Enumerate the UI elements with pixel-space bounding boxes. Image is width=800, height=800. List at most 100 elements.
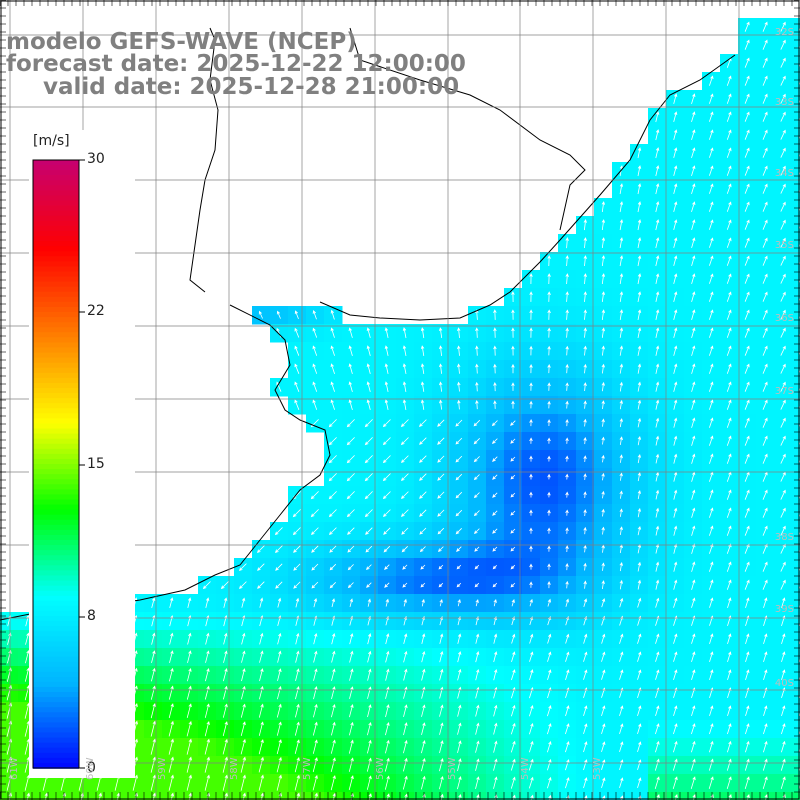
wind-arrow xyxy=(744,309,750,320)
wind-arrow xyxy=(511,400,515,409)
wind-arrow xyxy=(619,508,623,517)
wind-arrow xyxy=(331,598,336,608)
wind-arrow xyxy=(691,723,696,735)
wind-arrow xyxy=(547,581,551,589)
wind-arrow xyxy=(277,650,282,663)
wind-arrow xyxy=(744,165,750,176)
wind-arrow xyxy=(328,473,337,482)
wind-arrow xyxy=(547,364,551,374)
wind-arrow xyxy=(510,474,516,480)
wind-arrow xyxy=(637,579,642,590)
wind-cell xyxy=(792,738,800,757)
wind-arrow xyxy=(365,545,373,553)
lat-label-32s: 32S xyxy=(774,27,794,38)
wind-cell xyxy=(792,756,800,775)
wind-arrow xyxy=(583,669,588,680)
colorbar-segment xyxy=(33,251,79,258)
wind-arrow xyxy=(673,579,678,590)
wind-arrow xyxy=(384,564,390,570)
wind-arrow xyxy=(402,327,407,339)
wind-arrow xyxy=(456,546,462,552)
wind-arrow xyxy=(565,455,569,462)
wind-arrow xyxy=(366,381,371,393)
wind-arrow xyxy=(364,419,373,428)
wind-arrow xyxy=(314,792,318,800)
wind-arrow xyxy=(655,129,660,141)
wind-arrow xyxy=(619,490,623,499)
wind-arrow xyxy=(348,345,353,357)
wind-arrow xyxy=(673,489,678,500)
colorbar-segment xyxy=(33,524,79,531)
wind-arrow xyxy=(655,399,660,410)
wind-arrow xyxy=(727,705,732,717)
wind-arrow xyxy=(420,363,425,374)
wind-arrow xyxy=(510,758,516,771)
wind-arrow xyxy=(601,598,606,608)
wind-arrow xyxy=(440,793,444,800)
wind-arrow xyxy=(655,561,660,572)
wind-arrow xyxy=(655,507,660,518)
lat-label-33s: 33S xyxy=(774,97,794,108)
wind-arrow xyxy=(241,632,246,645)
wind-arrow xyxy=(457,327,461,338)
colorbar-segment xyxy=(33,322,79,328)
wind-arrow xyxy=(274,545,283,554)
wind-arrow xyxy=(691,651,696,663)
wind-arrow xyxy=(222,774,228,791)
wind-arrow xyxy=(655,453,660,464)
colorbar-segment xyxy=(33,519,79,526)
wind-arrow xyxy=(637,399,642,410)
wind-cell xyxy=(792,324,800,343)
wind-arrow xyxy=(259,685,264,700)
wind-arrow xyxy=(709,705,714,717)
wind-arrow xyxy=(529,327,533,338)
wind-arrow xyxy=(547,419,551,427)
wind-cell xyxy=(792,684,800,703)
wind-arrow xyxy=(277,668,282,681)
wind-arrow xyxy=(277,597,282,608)
wind-arrow xyxy=(330,775,336,791)
wind-arrow xyxy=(275,581,283,589)
wind-arrow xyxy=(691,543,696,554)
wind-arrow xyxy=(781,597,786,609)
wind-arrow xyxy=(294,739,300,755)
wind-arrow xyxy=(709,93,714,104)
wind-arrow xyxy=(312,309,317,320)
wind-arrow xyxy=(311,563,319,571)
wind-cell xyxy=(792,702,800,721)
wind-arrow xyxy=(475,345,479,356)
colorbar-segment xyxy=(33,762,79,769)
wind-arrow xyxy=(348,739,354,754)
wind-arrow xyxy=(744,561,750,572)
wind-arrow xyxy=(619,363,624,374)
wind-arrow xyxy=(655,723,660,735)
wind-arrow xyxy=(673,381,678,392)
wind-arrow xyxy=(186,720,192,737)
wind-arrow xyxy=(328,455,337,464)
wind-arrow xyxy=(780,39,786,50)
wind-arrow xyxy=(780,399,786,410)
wind-arrow xyxy=(170,792,174,800)
colorbar-segment xyxy=(33,256,79,263)
wind-arrow xyxy=(492,546,498,552)
wind-arrow xyxy=(529,722,534,735)
wind-arrow xyxy=(349,721,354,736)
wind-arrow xyxy=(296,792,300,800)
colorbar-segment xyxy=(33,423,79,430)
wind-arrow xyxy=(205,632,210,645)
wind-arrow xyxy=(493,668,498,681)
wind-arrow xyxy=(601,723,606,735)
wind-arrow xyxy=(583,455,587,462)
wind-arrow xyxy=(655,705,660,717)
wind-arrow xyxy=(780,309,786,320)
wind-arrow xyxy=(150,720,156,737)
wind-arrow xyxy=(583,526,587,535)
colorbar-segment xyxy=(33,565,79,572)
wind-arrow xyxy=(312,399,318,410)
colorbar-segment xyxy=(33,570,79,577)
wind-arrow xyxy=(328,509,337,518)
wind-arrow xyxy=(491,438,498,445)
wind-arrow xyxy=(637,669,642,680)
wind-arrow xyxy=(151,632,156,645)
wind-arrow xyxy=(655,597,660,608)
